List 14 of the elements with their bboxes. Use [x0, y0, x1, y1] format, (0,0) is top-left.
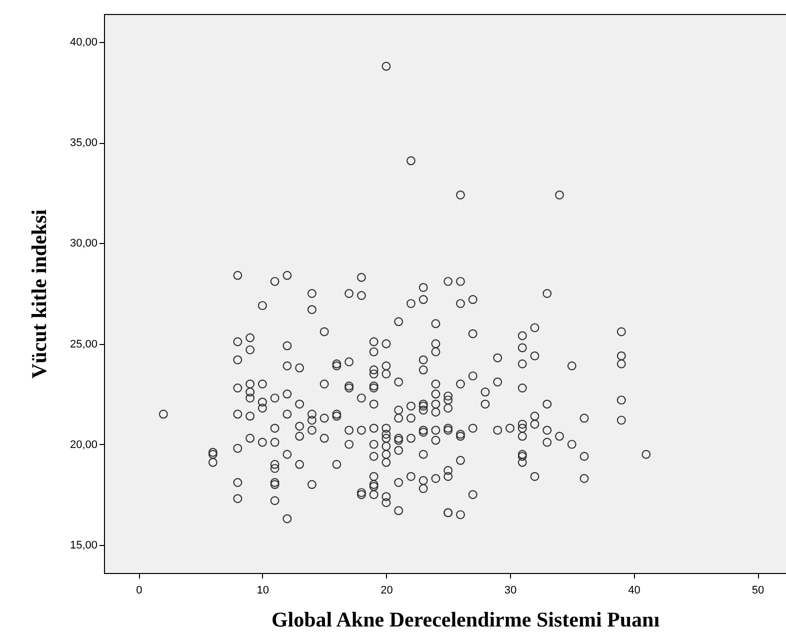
- x-tick-label: 30: [504, 584, 517, 596]
- y-tick-label: 25,00: [70, 338, 98, 350]
- y-tick-label: 15,00: [70, 539, 98, 552]
- x-tick-label: 40: [628, 584, 640, 596]
- x-tick-label: 10: [256, 584, 270, 596]
- y-tick-label: 40,00: [70, 36, 98, 49]
- x-tick-label: 0: [136, 584, 142, 596]
- x-tick-label: 50: [752, 584, 764, 596]
- x-tick-label: 20: [380, 584, 393, 596]
- y-tick-label: 35,00: [70, 137, 98, 150]
- x-axis-title: Global Akne Derecelendirme Sistemi Puanı: [271, 608, 660, 632]
- y-axis-title: Vücut kitle indeksi: [26, 209, 51, 379]
- y-tick-label: 30,00: [70, 238, 98, 250]
- y-tick-label: 20,00: [70, 438, 98, 451]
